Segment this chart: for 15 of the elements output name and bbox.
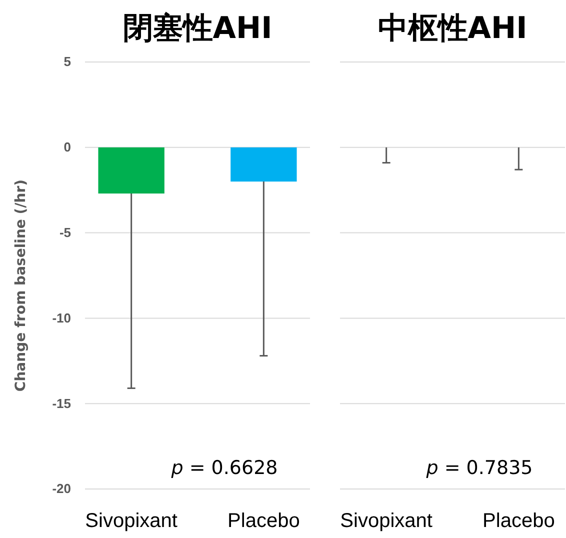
annotation: p = 0.7835 bbox=[425, 457, 533, 479]
chart-title: 中枢性AHI bbox=[378, 11, 528, 46]
x-tick-label: Placebo bbox=[482, 510, 555, 532]
chart-title: 閉塞性AHI bbox=[122, 11, 272, 46]
y-tick-label: -20 bbox=[52, 481, 71, 496]
y-tick-label: 0 bbox=[64, 140, 71, 155]
y-tick-label: -10 bbox=[52, 310, 71, 326]
y-tick-label: 5 bbox=[64, 54, 71, 70]
y-tick-label: -15 bbox=[52, 396, 71, 411]
y-tick-label: -5 bbox=[59, 224, 71, 240]
annotation: p = 0.6628 bbox=[170, 457, 278, 479]
x-tick-label: Placebo bbox=[228, 510, 300, 532]
x-tick-label: Sivopixant bbox=[340, 510, 433, 532]
x-tick-label: Sivopixant bbox=[85, 510, 178, 532]
y-axis-title: Change from baseline (/hr) bbox=[13, 179, 29, 392]
